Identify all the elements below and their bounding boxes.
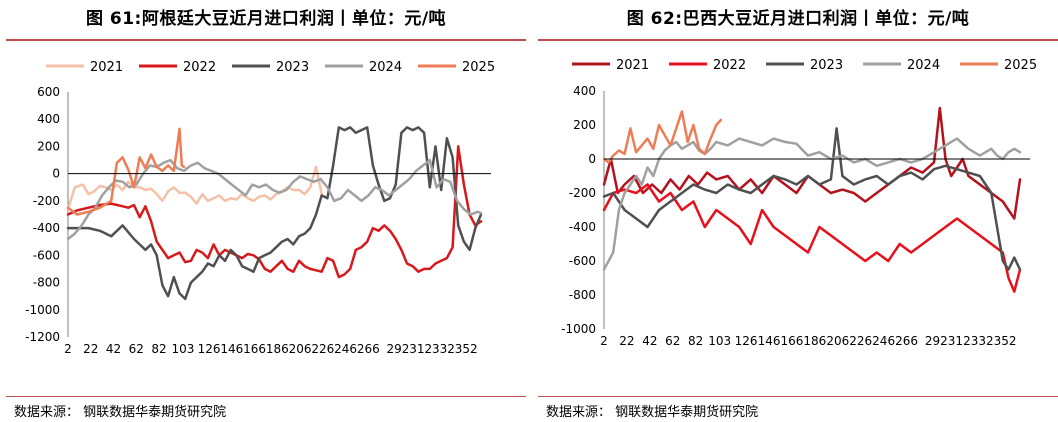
y-tick-label: 400	[573, 84, 596, 98]
x-tick-label: 103	[171, 342, 194, 356]
chart-panel-brazil: 图 62:巴西大豆近月进口利润丨单位：元/吨 2021 2022 2023 2024 2…	[538, 0, 1058, 422]
x-tick-label: 292	[386, 342, 409, 356]
x-tick-label: 42	[642, 334, 657, 348]
x-tick-label: 352	[455, 342, 478, 356]
x-tick-label: 126	[198, 342, 221, 356]
x-tick-label: 22	[619, 334, 634, 348]
x-tick-label: 186	[266, 342, 289, 356]
y-tick-label: -600	[569, 254, 596, 268]
series-line-2025	[66, 127, 186, 216]
series-line-2024	[66, 158, 483, 241]
legend-label-2021: 2021	[616, 58, 649, 73]
x-tick-label: 62	[665, 334, 680, 348]
x-tick-label: 312	[409, 342, 432, 356]
x-tick-label: 2	[64, 342, 72, 356]
chart-title: 图 62:巴西大豆近月进口利润丨单位：元/吨	[626, 9, 970, 29]
y-tick-label: 0	[588, 152, 596, 166]
series-line-2023	[602, 127, 1022, 271]
x-tick-label: 146	[758, 334, 781, 348]
x-tick-label: 82	[151, 342, 166, 356]
series-line-2022	[66, 145, 483, 279]
x-tick-label: 332	[971, 334, 994, 348]
y-tick-label: -400	[33, 221, 60, 235]
x-tick-label: 62	[129, 342, 144, 356]
legend-label-2025: 2025	[1004, 58, 1037, 73]
line-chart-brazil: 2021 2022 2023 2024 2025 400 200 0 -200 -400 -600 -…	[561, 58, 1037, 348]
y-tick-label: -800	[33, 276, 60, 290]
series-line-2024	[602, 137, 1022, 271]
x-tick-label: 292	[925, 334, 948, 348]
x-tick-label: 312	[948, 334, 971, 348]
source-note: 数据来源： 钢联数据华泰期货研究院	[546, 405, 759, 420]
x-tick-label: 332	[432, 342, 455, 356]
title-divider	[6, 39, 526, 41]
x-tick-label: 166	[243, 342, 266, 356]
x-tick-label: 22	[83, 342, 98, 356]
legend-label-2023: 2023	[810, 58, 843, 73]
legend-label-2024: 2024	[369, 60, 402, 75]
source-divider	[6, 396, 526, 397]
x-tick-label: 206	[289, 342, 312, 356]
x-tick-label: 226	[311, 342, 334, 356]
x-tick-label: 126	[735, 334, 758, 348]
x-tick-label: 226	[849, 334, 872, 348]
chart-panel-argentina: 图 61:阿根廷大豆近月进口利润丨单位：元/吨 2021 2022 2023 2024…	[6, 0, 526, 422]
x-tick-label: 42	[106, 342, 121, 356]
title-divider	[538, 39, 1058, 41]
y-tick-label: 200	[37, 139, 60, 153]
y-tick-label: 600	[37, 85, 60, 99]
legend-label-2024: 2024	[907, 58, 940, 73]
y-tick-label: -1000	[561, 322, 596, 336]
legend-label-2021: 2021	[90, 60, 123, 75]
legend-label-2025: 2025	[462, 60, 495, 75]
x-tick-label: 146	[220, 342, 243, 356]
x-tick-label: 352	[994, 334, 1017, 348]
series-line-2022	[602, 183, 1022, 293]
series-line-2023	[66, 126, 483, 301]
y-tick-label: 400	[37, 112, 60, 126]
y-tick-label: -1200	[25, 330, 60, 344]
x-tick-label: 266	[357, 342, 380, 356]
series-line-2021	[602, 106, 1022, 220]
x-tick-label: 103	[708, 334, 731, 348]
x-tick-label: 246	[334, 342, 357, 356]
x-tick-label: 166	[780, 334, 803, 348]
legend-label-2022: 2022	[713, 58, 746, 73]
x-tick-label: 206	[826, 334, 849, 348]
y-tick-label: -400	[569, 220, 596, 234]
y-tick-label: -600	[33, 248, 60, 262]
x-tick-label: 186	[803, 334, 826, 348]
line-chart-argentina: 2021 2022 2023 2024 2025 600 400 200 0 -200 -400 -6…	[25, 60, 495, 356]
series-line-2025	[602, 110, 723, 164]
x-tick-label: 246	[872, 334, 895, 348]
x-tick-label: 266	[895, 334, 918, 348]
y-tick-label: 200	[573, 118, 596, 132]
legend-label-2022: 2022	[183, 60, 216, 75]
source-divider	[538, 396, 1058, 397]
y-tick-label: -200	[33, 194, 60, 208]
y-tick-label: -800	[569, 288, 596, 302]
y-tick-label: 0	[52, 167, 60, 181]
y-tick-label: -1000	[25, 303, 60, 317]
x-tick-label: 82	[688, 334, 703, 348]
source-note: 数据来源： 钢联数据华泰期货研究院	[14, 405, 227, 420]
x-tick-label: 2	[600, 334, 608, 348]
legend-label-2023: 2023	[276, 60, 309, 75]
y-tick-label: -200	[569, 186, 596, 200]
chart-title: 图 61:阿根廷大豆近月进口利润丨单位：元/吨	[85, 9, 447, 29]
